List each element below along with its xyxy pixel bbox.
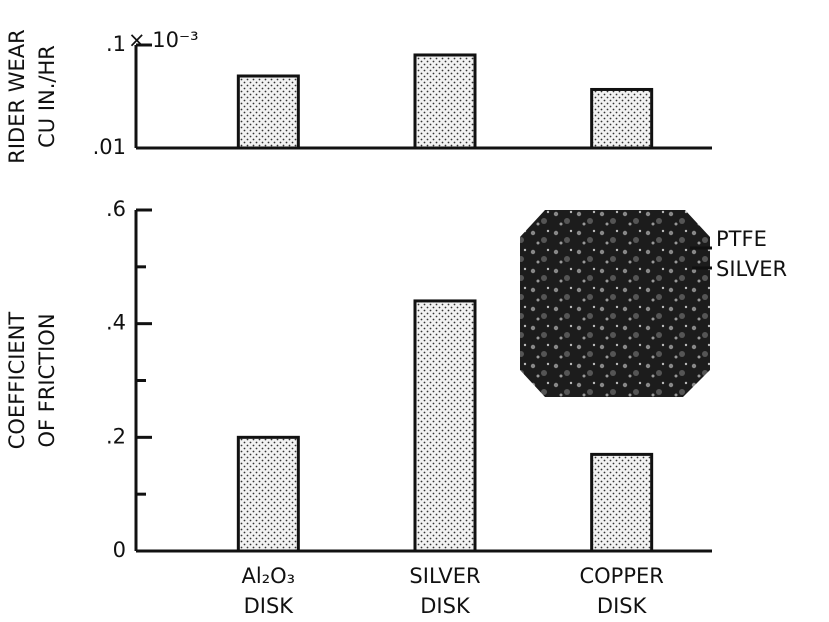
x-tick-label: Al₂O₃ — [242, 564, 296, 588]
y-tick-label: .2 — [106, 424, 126, 448]
y-tick-label: .1 — [106, 32, 126, 56]
axis-multiplier: × 10⁻³ — [128, 28, 199, 52]
x-tick-label: DISK — [420, 594, 471, 618]
x-tick-label: DISK — [244, 594, 295, 618]
bar — [236, 74, 300, 150]
y-axis-label: RIDER WEAR — [5, 29, 29, 163]
y-tick-label: 0 — [113, 538, 126, 562]
bar — [590, 87, 654, 150]
annotation: SILVER — [716, 257, 787, 281]
bar — [236, 435, 300, 553]
y-axis-label: CU IN./HR — [35, 45, 59, 148]
y-axis-label: OF FRICTION — [35, 313, 59, 447]
x-tick-label: DISK — [597, 594, 648, 618]
bar — [590, 452, 654, 553]
y-tick-label: .4 — [106, 311, 126, 335]
x-tick-label: COPPER — [579, 564, 663, 588]
bar — [413, 299, 477, 553]
bar — [413, 53, 477, 150]
y-tick-label: .6 — [106, 197, 126, 221]
x-tick-label: SILVER — [409, 564, 480, 588]
y-tick-label: .01 — [93, 135, 126, 159]
micrograph — [520, 210, 712, 397]
annotation: PTFE — [716, 227, 767, 251]
y-axis-label: COEFFICIENT — [5, 312, 29, 450]
